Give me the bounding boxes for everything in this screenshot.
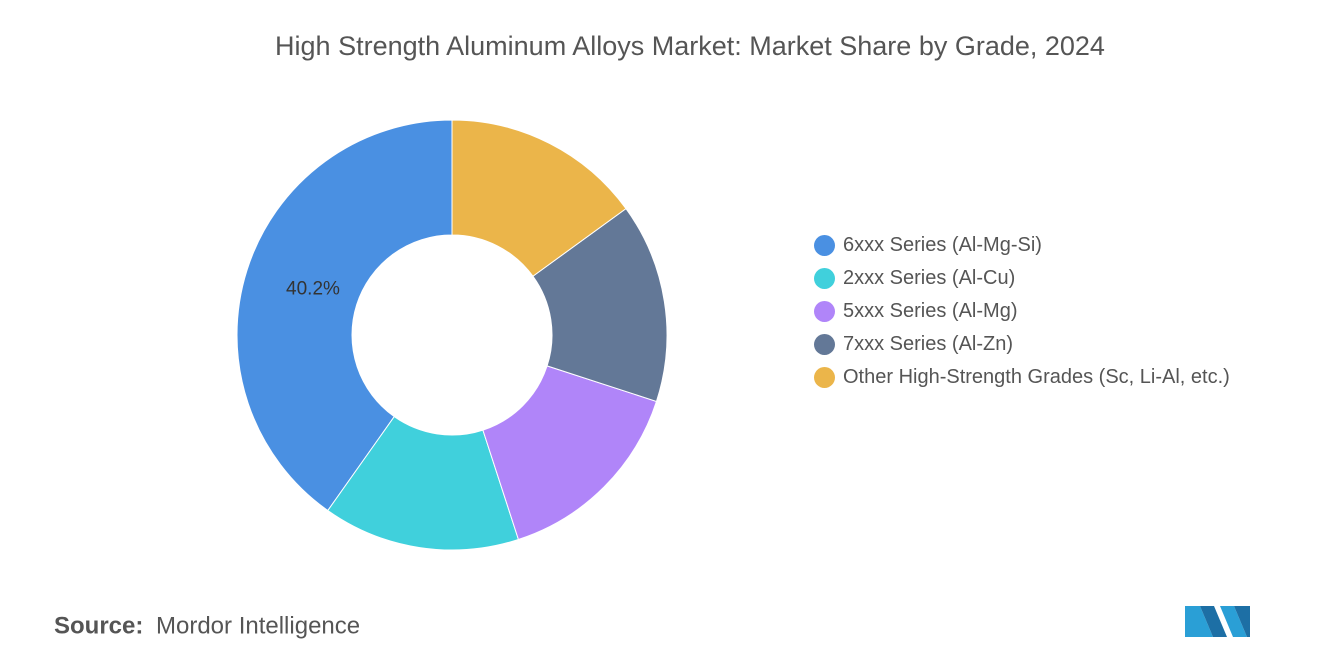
legend-label: 2xxx Series (Al-Cu) <box>843 267 1016 289</box>
legend-marker <box>814 301 835 322</box>
legend-marker <box>814 367 835 388</box>
slice <box>236 119 453 512</box>
legend-marker <box>814 268 835 289</box>
slice <box>451 119 627 277</box>
legend-item: 5xxx Series (Al-Mg) <box>814 295 1233 328</box>
donut: 40.2% <box>236 119 668 551</box>
legend-marker <box>814 334 835 355</box>
legend-label: 6xxx Series (Al-Mg-Si) <box>843 234 1042 256</box>
slice <box>482 365 658 541</box>
legend-label: 7xxx Series (Al-Zn) <box>843 333 1014 355</box>
legend-item: 2xxx Series (Al-Cu) <box>814 262 1233 295</box>
legend-item: 6xxx Series (Al-Mg-Si) <box>814 229 1233 262</box>
legend-label: 5xxx Series (Al-Mg) <box>843 300 1018 322</box>
source-label: Source: <box>54 612 143 639</box>
legend-marker <box>814 235 835 256</box>
logo <box>1185 606 1250 637</box>
data-label: 40.2% <box>286 279 340 300</box>
source-text: Mordor Intelligence <box>156 612 360 639</box>
legend: 6xxx Series (Al-Mg-Si) 2xxx Series (Al-Cu… <box>814 229 1234 394</box>
legend-item: Other High-Strength Grades (Sc, Li-Al, e… <box>814 361 1233 394</box>
legend-label: Other High-Strength Grades (Sc, Li-Al, e… <box>843 366 1230 388</box>
slice <box>532 207 668 403</box>
chart-title: High Strength Aluminum Alloys Market: Ma… <box>275 31 1105 61</box>
slice <box>327 415 520 551</box>
legend-item: 7xxx Series (Al-Zn) <box>814 328 1233 361</box>
